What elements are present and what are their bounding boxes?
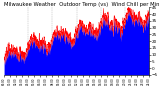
Text: Milwaukee Weather  Outdoor Temp (vs)  Wind Chill per Minute (Last 24 Hours): Milwaukee Weather Outdoor Temp (vs) Wind… xyxy=(4,2,160,7)
